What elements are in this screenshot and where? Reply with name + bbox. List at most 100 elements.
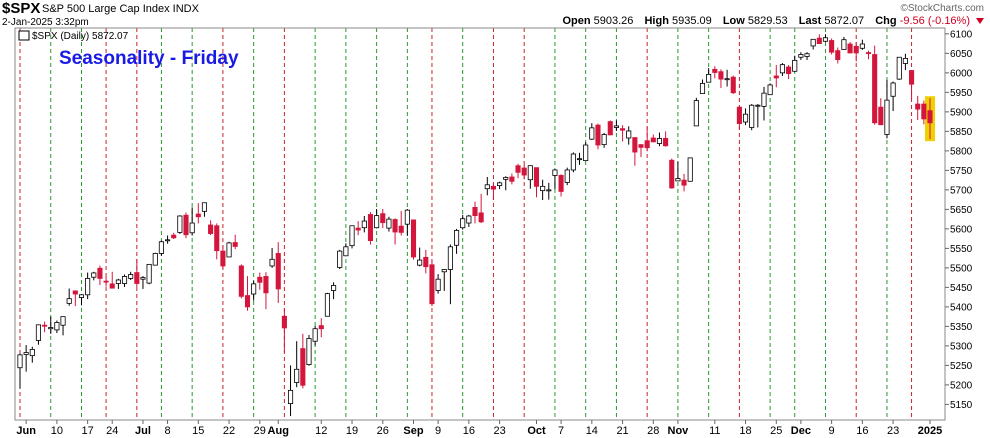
candle[interactable] bbox=[152, 252, 158, 266]
candle[interactable] bbox=[337, 249, 343, 270]
candle[interactable] bbox=[810, 38, 816, 50]
candle[interactable] bbox=[742, 108, 749, 126]
candle[interactable] bbox=[921, 100, 927, 125]
candle[interactable] bbox=[17, 353, 23, 389]
candle[interactable] bbox=[140, 276, 146, 289]
candle[interactable] bbox=[435, 274, 441, 294]
candle[interactable] bbox=[257, 272, 263, 290]
candle[interactable] bbox=[546, 182, 552, 200]
candle[interactable] bbox=[515, 163, 521, 179]
candle[interactable] bbox=[386, 216, 392, 232]
candle[interactable] bbox=[121, 274, 128, 287]
candle[interactable] bbox=[699, 79, 706, 94]
candle[interactable] bbox=[681, 173, 687, 192]
candle[interactable] bbox=[497, 181, 503, 190]
ticker-symbol[interactable]: $SPX bbox=[2, 0, 41, 17]
candle[interactable] bbox=[269, 247, 275, 268]
candle[interactable] bbox=[687, 157, 693, 182]
candle[interactable] bbox=[312, 325, 318, 346]
candle[interactable] bbox=[183, 212, 189, 239]
candle[interactable] bbox=[410, 219, 417, 260]
candle[interactable] bbox=[195, 203, 201, 224]
candle[interactable] bbox=[718, 69, 724, 89]
candle[interactable] bbox=[816, 34, 822, 45]
candle[interactable] bbox=[878, 98, 884, 126]
candle[interactable] bbox=[835, 47, 841, 64]
candle[interactable] bbox=[632, 137, 638, 166]
candle[interactable] bbox=[779, 63, 785, 76]
candle[interactable] bbox=[730, 75, 736, 94]
candle[interactable] bbox=[761, 86, 767, 121]
candle[interactable] bbox=[349, 225, 355, 249]
candle[interactable] bbox=[853, 42, 859, 62]
candle[interactable] bbox=[128, 271, 134, 280]
candle[interactable] bbox=[552, 169, 558, 190]
candle[interactable] bbox=[208, 220, 214, 236]
candle[interactable] bbox=[884, 79, 890, 139]
candle[interactable] bbox=[570, 152, 576, 173]
candle[interactable] bbox=[865, 50, 872, 60]
candle[interactable] bbox=[644, 126, 650, 152]
candle[interactable] bbox=[226, 241, 232, 258]
candle[interactable] bbox=[798, 52, 804, 60]
candle[interactable] bbox=[890, 81, 896, 112]
candle[interactable] bbox=[755, 104, 761, 128]
candle[interactable] bbox=[165, 235, 171, 244]
candle[interactable] bbox=[380, 208, 386, 229]
candle[interactable] bbox=[23, 345, 29, 372]
candle[interactable] bbox=[281, 308, 287, 353]
candle[interactable] bbox=[786, 65, 792, 80]
candle[interactable] bbox=[251, 280, 257, 301]
candle[interactable] bbox=[533, 167, 540, 198]
candle[interactable] bbox=[103, 276, 109, 287]
candle[interactable] bbox=[872, 45, 878, 125]
candle[interactable] bbox=[712, 66, 718, 79]
candle[interactable] bbox=[675, 161, 681, 182]
candle[interactable] bbox=[171, 232, 177, 240]
candle[interactable] bbox=[595, 123, 601, 150]
candle[interactable] bbox=[29, 346, 35, 363]
stockcharts-logo[interactable]: ©StockCharts.com bbox=[900, 3, 984, 14]
candle[interactable] bbox=[693, 97, 699, 127]
candle[interactable] bbox=[294, 341, 300, 388]
candle[interactable] bbox=[478, 193, 484, 224]
candle[interactable] bbox=[244, 276, 251, 311]
candle[interactable] bbox=[773, 65, 779, 88]
candle[interactable] bbox=[822, 34, 829, 43]
candle[interactable] bbox=[232, 234, 238, 250]
candle[interactable] bbox=[42, 321, 48, 333]
candle[interactable] bbox=[620, 125, 626, 142]
candle[interactable] bbox=[263, 272, 269, 310]
candle[interactable] bbox=[909, 70, 915, 100]
candle[interactable] bbox=[583, 142, 589, 162]
candle[interactable] bbox=[115, 278, 121, 289]
candle[interactable] bbox=[927, 98, 933, 140]
candle[interactable] bbox=[441, 269, 447, 291]
candle[interactable] bbox=[287, 365, 294, 417]
candle[interactable] bbox=[706, 68, 712, 83]
candle[interactable] bbox=[749, 104, 755, 131]
candle[interactable] bbox=[503, 176, 509, 191]
candle[interactable] bbox=[60, 316, 66, 336]
candle[interactable] bbox=[915, 95, 921, 121]
candle[interactable] bbox=[177, 215, 183, 234]
candle[interactable] bbox=[527, 165, 533, 189]
candle[interactable] bbox=[392, 218, 398, 245]
candle[interactable] bbox=[829, 38, 835, 55]
candle[interactable] bbox=[841, 36, 847, 50]
candle[interactable] bbox=[736, 106, 742, 130]
candle[interactable] bbox=[398, 210, 404, 236]
candle[interactable] bbox=[374, 208, 380, 229]
candle[interactable] bbox=[201, 202, 208, 217]
candle[interactable] bbox=[109, 271, 115, 289]
candle[interactable] bbox=[48, 316, 54, 334]
candle[interactable] bbox=[275, 242, 281, 303]
candle[interactable] bbox=[521, 164, 527, 180]
candle[interactable] bbox=[72, 290, 78, 307]
candle[interactable] bbox=[466, 214, 472, 227]
candle[interactable] bbox=[767, 83, 773, 96]
candle[interactable] bbox=[91, 271, 97, 281]
candle[interactable] bbox=[85, 272, 91, 300]
candle[interactable] bbox=[472, 201, 478, 224]
